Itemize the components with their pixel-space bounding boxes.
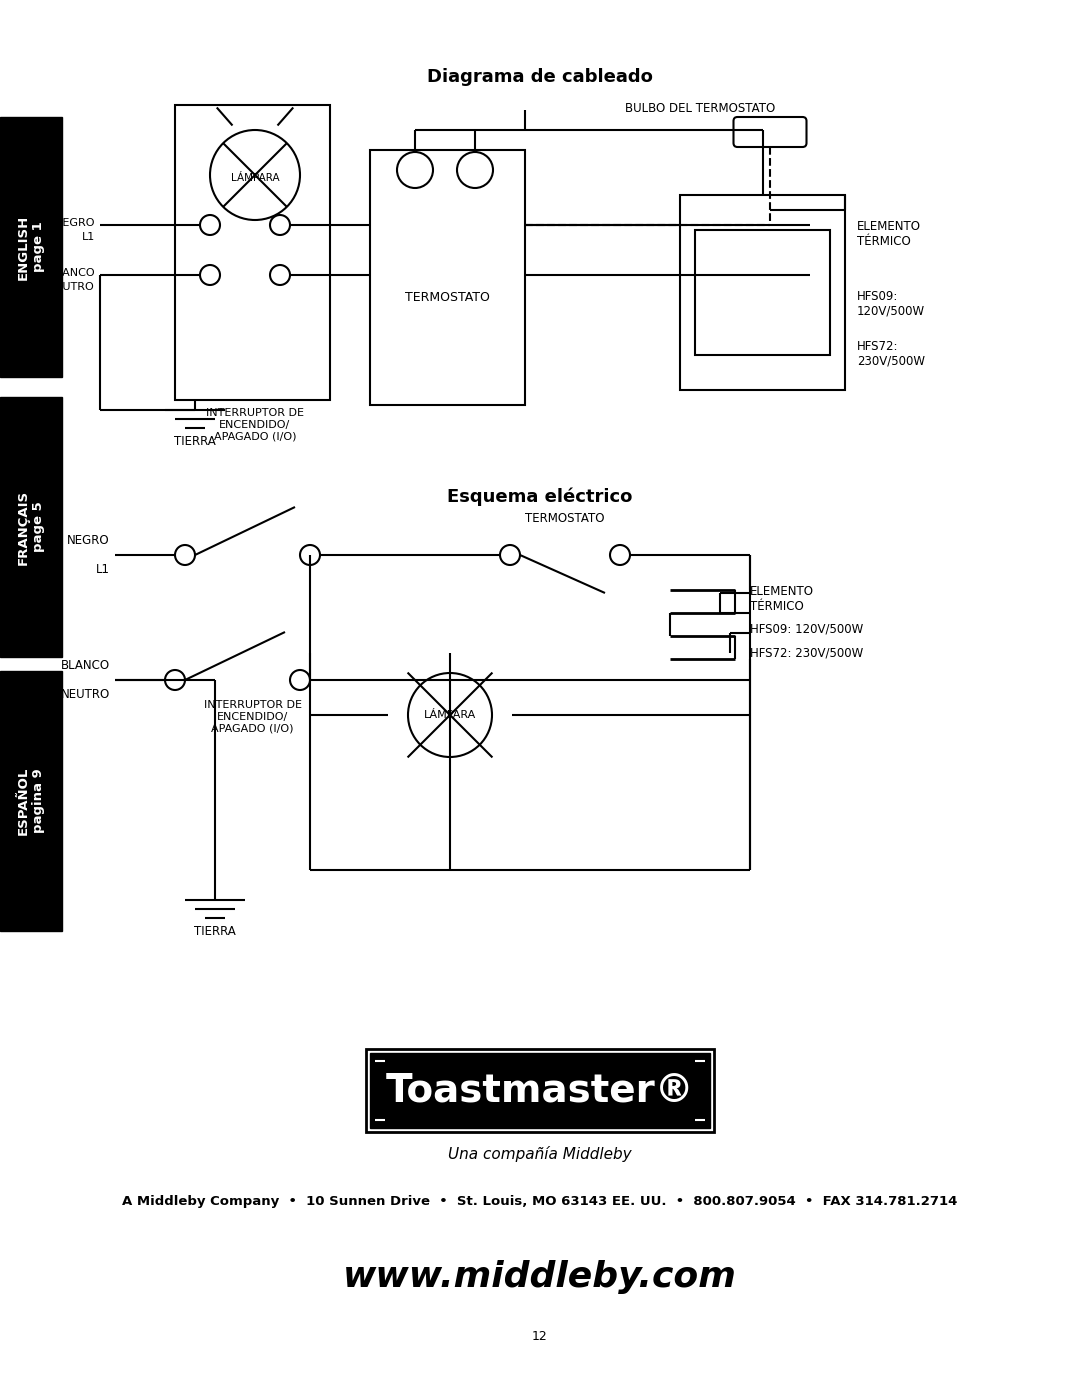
Text: HFS09:
120V/500W: HFS09: 120V/500W [858, 291, 926, 319]
Text: A Middleby Company  •  10 Sunnen Drive  •  St. Louis, MO 63143 EE. UU.  •  800.8: A Middleby Company • 10 Sunnen Drive • S… [122, 1194, 958, 1208]
Circle shape [270, 215, 291, 235]
Circle shape [408, 673, 492, 757]
Text: TIERRA: TIERRA [194, 925, 235, 937]
Text: HFS72:
230V/500W: HFS72: 230V/500W [858, 339, 924, 367]
Text: L1: L1 [96, 563, 110, 576]
Circle shape [200, 215, 220, 235]
Text: NEGRO: NEGRO [54, 218, 95, 228]
Bar [680, 196, 845, 390]
Circle shape [165, 671, 185, 690]
Text: FRANÇAIS
page 5: FRANÇAIS page 5 [17, 489, 45, 564]
Circle shape [210, 130, 300, 219]
FancyBboxPatch shape [733, 117, 807, 147]
Text: HFS72: 230V/500W: HFS72: 230V/500W [750, 645, 863, 659]
Text: LÁMPARA: LÁMPARA [423, 710, 476, 719]
Text: BLANCO: BLANCO [60, 659, 110, 672]
Circle shape [270, 265, 291, 285]
Circle shape [300, 545, 320, 564]
Text: Diagrama de cableado: Diagrama de cableado [427, 68, 653, 87]
Text: BLANCO: BLANCO [49, 268, 95, 278]
Bar [0, 117, 62, 377]
Text: BULBO DEL TERMOSTATO: BULBO DEL TERMOSTATO [625, 102, 775, 115]
Bar [175, 105, 330, 400]
Text: 12: 12 [532, 1330, 548, 1343]
Bar [696, 231, 831, 355]
Bar [366, 1049, 714, 1132]
Text: TERMOSTATO: TERMOSTATO [525, 511, 605, 525]
Bar [0, 397, 62, 657]
Text: Toastmaster®: Toastmaster® [386, 1071, 694, 1109]
Circle shape [175, 545, 195, 564]
Text: Esquema eléctrico: Esquema eléctrico [447, 488, 633, 507]
Bar [0, 671, 62, 930]
Text: INTERRUPTOR DE
ENCENDIDO/
APAGADO (I/O): INTERRUPTOR DE ENCENDIDO/ APAGADO (I/O) [203, 700, 301, 733]
Text: TIERRA: TIERRA [174, 434, 216, 448]
Text: INTERRUPTOR DE
ENCENDIDO/
APAGADO (I/O): INTERRUPTOR DE ENCENDIDO/ APAGADO (I/O) [206, 408, 303, 441]
Text: www.middleby.com: www.middleby.com [343, 1260, 737, 1294]
Text: HFS09: 120V/500W: HFS09: 120V/500W [750, 623, 863, 636]
Text: ELEMENTO
TÉRMICO: ELEMENTO TÉRMICO [750, 585, 814, 613]
Text: LÁMPARA: LÁMPARA [231, 173, 280, 183]
Circle shape [500, 545, 519, 564]
Text: ELEMENTO
TÉRMICO: ELEMENTO TÉRMICO [858, 219, 921, 249]
Text: TERMOSTATO: TERMOSTATO [405, 291, 490, 305]
Text: ESPAÑOL
pagina 9: ESPAÑOL pagina 9 [17, 767, 45, 835]
Text: ENGLISH
page 1: ENGLISH page 1 [17, 214, 45, 279]
Circle shape [397, 152, 433, 189]
Text: Una compañía Middleby: Una compañía Middleby [448, 1146, 632, 1161]
Bar [370, 1052, 710, 1127]
Bar [370, 149, 525, 405]
Text: NEGRO: NEGRO [67, 534, 110, 548]
Circle shape [291, 671, 310, 690]
Circle shape [200, 265, 220, 285]
Text: L1: L1 [82, 232, 95, 242]
Circle shape [457, 152, 492, 189]
Text: NEUTRO: NEUTRO [60, 687, 110, 701]
Circle shape [610, 545, 630, 564]
Text: NEUTRO: NEUTRO [49, 282, 95, 292]
